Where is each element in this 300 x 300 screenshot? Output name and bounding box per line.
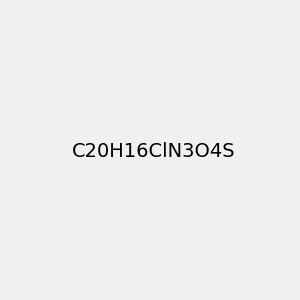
Text: C20H16ClN3O4S: C20H16ClN3O4S — [72, 142, 236, 161]
